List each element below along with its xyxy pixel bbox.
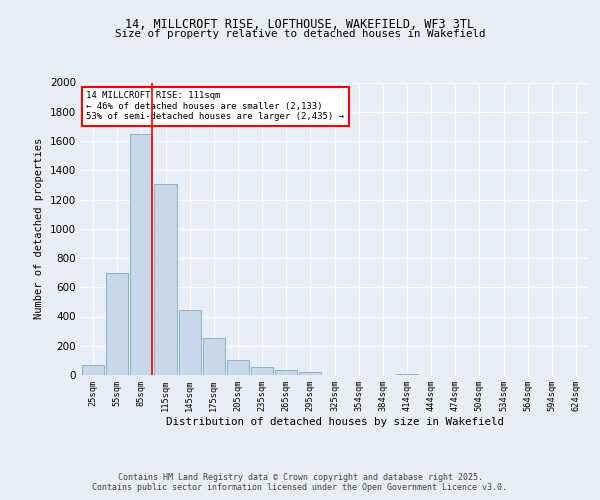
Bar	[82, 365, 104, 375]
Text: Size of property relative to detached houses in Wakefield: Size of property relative to detached ho…	[115, 29, 485, 39]
Bar	[299, 372, 322, 375]
Bar	[251, 367, 273, 375]
Text: 14 MILLCROFT RISE: 111sqm
← 46% of detached houses are smaller (2,133)
53% of se: 14 MILLCROFT RISE: 111sqm ← 46% of detac…	[86, 92, 344, 121]
Bar	[106, 272, 128, 375]
Bar	[130, 134, 152, 375]
Bar	[227, 360, 249, 375]
Text: Contains HM Land Registry data © Crown copyright and database right 2025.: Contains HM Land Registry data © Crown c…	[118, 472, 482, 482]
Bar	[179, 310, 201, 375]
X-axis label: Distribution of detached houses by size in Wakefield: Distribution of detached houses by size …	[166, 417, 503, 427]
Y-axis label: Number of detached properties: Number of detached properties	[34, 138, 44, 320]
Bar	[154, 184, 176, 375]
Text: 14, MILLCROFT RISE, LOFTHOUSE, WAKEFIELD, WF3 3TL: 14, MILLCROFT RISE, LOFTHOUSE, WAKEFIELD…	[125, 18, 475, 30]
Bar	[203, 338, 225, 375]
Text: Contains public sector information licensed under the Open Government Licence v3: Contains public sector information licen…	[92, 484, 508, 492]
Bar	[275, 370, 298, 375]
Bar	[396, 374, 418, 375]
